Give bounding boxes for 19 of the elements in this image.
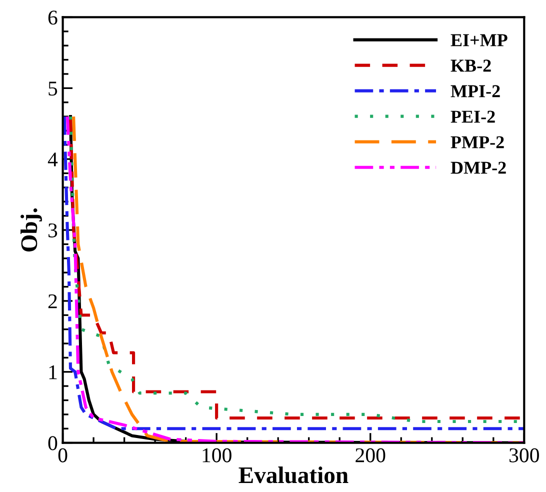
y-tick-label: 4 [48, 152, 58, 166]
legend-label: KB-2 [450, 60, 491, 72]
legend-label: DMP-2 [450, 162, 506, 174]
x-axis-title: Evaluation [238, 466, 348, 484]
legend-label: PMP-2 [450, 136, 504, 148]
legend-label: PEI-2 [450, 110, 495, 123]
y-axis-title: Obj. [20, 208, 42, 252]
y-tick-label: 3 [48, 223, 58, 238]
x-tick-label: 100 [202, 448, 232, 462]
legend-label: MPI-2 [450, 85, 500, 98]
x-tick-label: 300 [510, 448, 539, 462]
y-tick-label: 1 [49, 365, 57, 380]
y-tick-label: 6 [48, 10, 58, 25]
legend-label: EI+MP [450, 34, 508, 46]
y-tick-label: 0 [48, 436, 58, 450]
x-tick-label: 0 [58, 448, 68, 462]
y-tick-label: 2 [48, 294, 57, 308]
y-tick-label: 5 [48, 82, 58, 96]
x-tick-label: 200 [356, 448, 386, 462]
